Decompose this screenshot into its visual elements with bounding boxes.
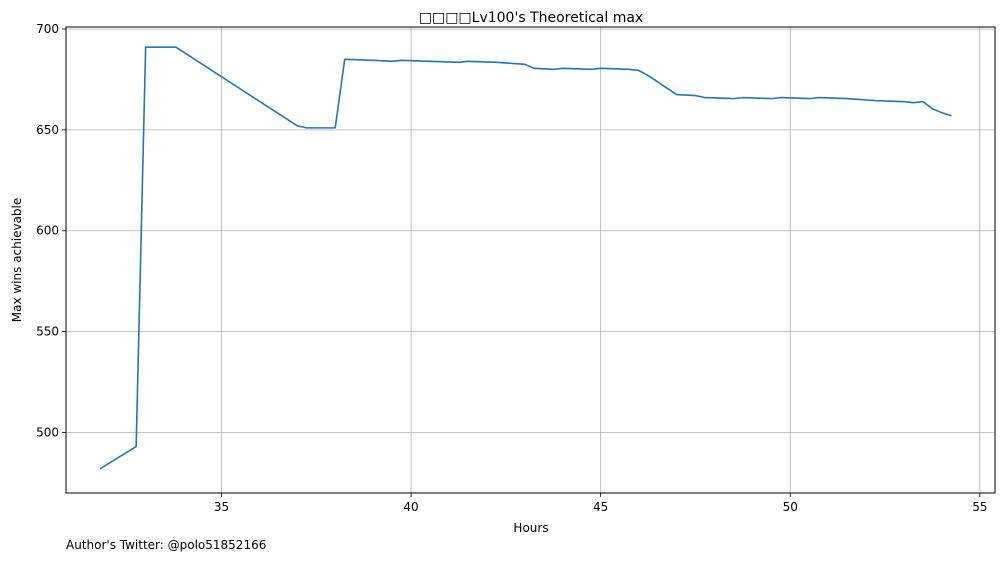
y-tick-label: 550 <box>36 325 59 339</box>
x-axis-label: Hours <box>513 521 548 535</box>
y-axis: 500 550 600 650 700 <box>36 22 66 439</box>
y-tick-label: 700 <box>36 22 59 36</box>
y-tick-label: 650 <box>36 123 59 137</box>
grid <box>66 27 995 493</box>
x-tick-label: 55 <box>972 500 987 514</box>
chart-title: □□□□Lv100's Theoretical max <box>419 10 643 26</box>
y-tick-label: 500 <box>36 425 59 439</box>
x-axis: 35 40 45 50 55 <box>214 493 987 514</box>
x-tick-label: 40 <box>403 500 418 514</box>
y-axis-label: Max wins achievable <box>10 198 24 323</box>
author-credit: Author's Twitter: @polo51852166 <box>66 538 267 552</box>
x-tick-label: 45 <box>593 500 608 514</box>
plot-frame <box>65 26 996 494</box>
series-line <box>99 46 952 470</box>
y-tick-label: 600 <box>36 224 59 238</box>
x-tick-label: 35 <box>214 500 229 514</box>
x-tick-label: 50 <box>783 500 798 514</box>
series-layer <box>99 46 952 470</box>
